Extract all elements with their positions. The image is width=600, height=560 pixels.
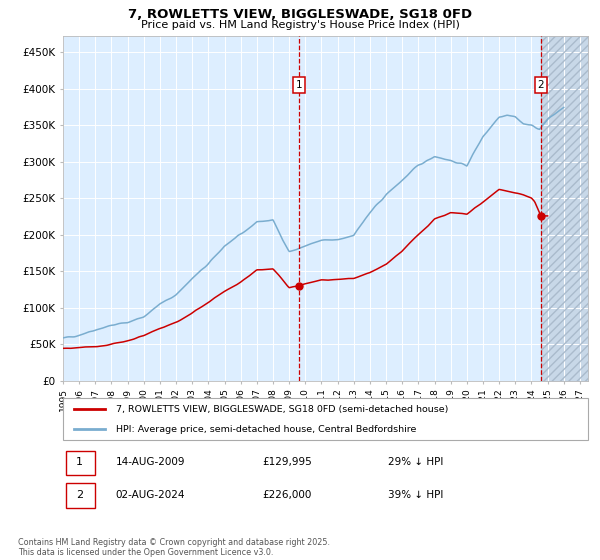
Text: 29% ↓ HPI: 29% ↓ HPI xyxy=(389,457,444,467)
Text: 2: 2 xyxy=(538,80,544,90)
FancyBboxPatch shape xyxy=(65,451,95,475)
Text: 1: 1 xyxy=(296,80,302,90)
Text: 1: 1 xyxy=(76,457,83,467)
Text: 7, ROWLETTS VIEW, BIGGLESWADE, SG18 0FD: 7, ROWLETTS VIEW, BIGGLESWADE, SG18 0FD xyxy=(128,8,472,21)
Text: £226,000: £226,000 xyxy=(263,489,312,500)
Text: 39% ↓ HPI: 39% ↓ HPI xyxy=(389,489,444,500)
FancyBboxPatch shape xyxy=(65,483,95,508)
Text: 14-AUG-2009: 14-AUG-2009 xyxy=(115,457,185,467)
Text: Contains HM Land Registry data © Crown copyright and database right 2025.
This d: Contains HM Land Registry data © Crown c… xyxy=(18,538,330,557)
Text: 7, ROWLETTS VIEW, BIGGLESWADE, SG18 0FD (semi-detached house): 7, ROWLETTS VIEW, BIGGLESWADE, SG18 0FD … xyxy=(115,405,448,414)
Text: £129,995: £129,995 xyxy=(263,457,312,467)
Text: 02-AUG-2024: 02-AUG-2024 xyxy=(115,489,185,500)
Text: Price paid vs. HM Land Registry's House Price Index (HPI): Price paid vs. HM Land Registry's House … xyxy=(140,20,460,30)
Text: HPI: Average price, semi-detached house, Central Bedfordshire: HPI: Average price, semi-detached house,… xyxy=(115,424,416,433)
Text: 2: 2 xyxy=(76,489,83,500)
FancyBboxPatch shape xyxy=(63,398,588,440)
